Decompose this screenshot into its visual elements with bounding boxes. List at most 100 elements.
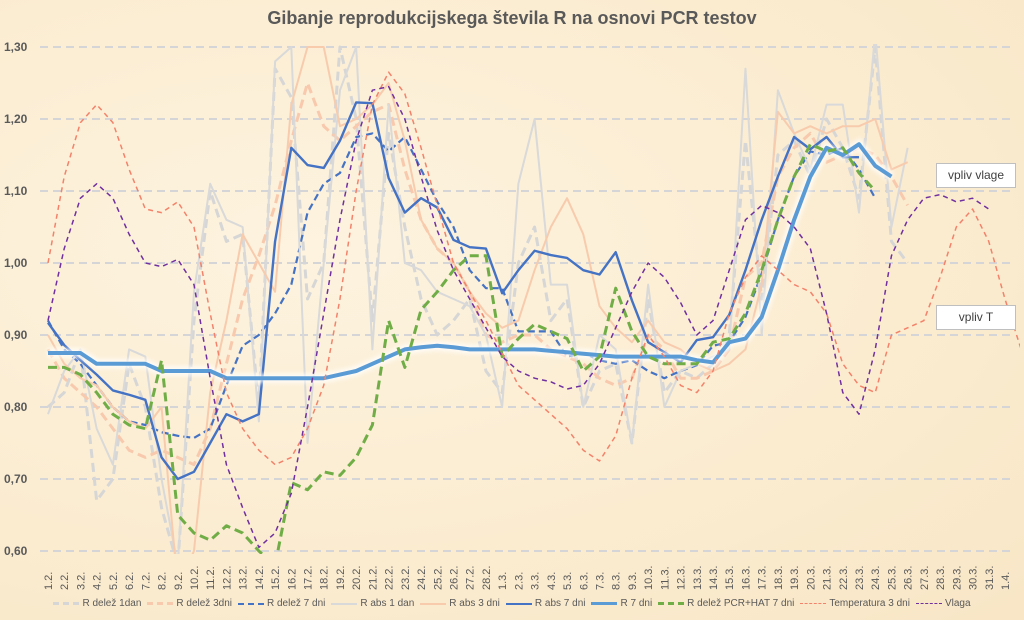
x-tick-label: 31.3.	[984, 566, 996, 590]
x-tick-label: 21.2.	[367, 566, 379, 590]
x-tick-label: 24.2.	[416, 566, 428, 590]
annotation-vpliv-t: vpliv T	[936, 305, 1016, 330]
x-tick-label: 14.2.	[254, 566, 266, 590]
legend-item-r-abs-7-dni: R abs 7 dni	[505, 598, 586, 609]
x-tick-label: 25.3.	[886, 566, 898, 590]
x-tick-label: 9.3.	[627, 572, 639, 590]
legend-label: Temperatura 3 dni	[829, 598, 910, 609]
x-tick-label: 17.2.	[303, 566, 315, 590]
x-tick-label: 16.2	[286, 569, 298, 590]
legend-swatch	[53, 602, 80, 605]
x-tick-label: 30.3.	[968, 566, 980, 590]
legend-swatch	[331, 602, 358, 605]
series-line-r-dele-1dan	[47, 45, 909, 554]
legend-swatch	[420, 602, 447, 605]
legend-label: R delež 3dni	[176, 598, 232, 609]
x-tick-label: 19.2.	[335, 566, 347, 590]
x-tick-label: 3.2.	[75, 572, 87, 590]
x-tick-label: 16.3.	[740, 566, 752, 590]
x-tick-label: 15.3.	[724, 566, 736, 590]
x-tick-label: 12.3.	[676, 566, 688, 590]
legend-label: Vlaga	[944, 598, 971, 609]
x-tick-label: 8.3.	[611, 572, 623, 590]
y-tick-label: 0,90	[4, 328, 28, 342]
legend-label: R delež PCR+HAT 7 dni	[687, 598, 795, 609]
legend-swatch	[505, 602, 532, 605]
x-tick-label: 20.2.	[351, 566, 363, 590]
legend-label: R abs 1 dan	[360, 598, 415, 609]
x-tick-label: 2.3.	[513, 572, 525, 590]
legend-item-r-abs-1-dan: R abs 1 dan	[331, 598, 414, 609]
x-tick-label: 18.3.	[773, 566, 785, 590]
legend-swatch	[147, 602, 174, 605]
x-tick-label: 27.2.	[465, 566, 477, 590]
y-tick-label: 1,00	[4, 256, 28, 270]
x-tick-label: 22.3.	[838, 566, 850, 590]
x-tick-label: 5.2.	[108, 572, 120, 590]
x-tick-label: 22.2.	[384, 566, 396, 590]
x-tick-label: 5.3.	[562, 572, 574, 590]
y-tick-label: 0,70	[4, 472, 28, 486]
x-tick-label: 1.3.	[497, 572, 509, 590]
x-tick-label: 6.2.	[124, 572, 136, 590]
x-tick-label: 12.2.	[221, 566, 233, 590]
series-line-r-dele-7-dni	[47, 132, 877, 440]
x-tick-label: 28.2.	[481, 566, 493, 590]
x-tick-label: 1.4.	[1000, 572, 1012, 590]
x-tick-label: 10.2.	[189, 566, 201, 590]
x-tick-label: 13.3.	[692, 566, 704, 590]
legend-label: R 7 dni	[620, 598, 653, 609]
x-tick-label: 6.3.	[578, 572, 590, 590]
legend-label: R abs 7 dni	[534, 598, 586, 609]
y-tick-label: 0,80	[4, 400, 28, 414]
x-tick-label: 14.3.	[708, 566, 720, 590]
series-line-temperatura-3-dni	[47, 71, 1020, 466]
x-tick-label: 15.2.	[270, 566, 282, 590]
series-line-r-dele-pcr-hat-7-dni	[48, 142, 877, 554]
y-tick-label: 1,30	[4, 40, 28, 54]
x-tick-label: 9.2.	[173, 572, 185, 590]
legend-item-r-abs-3-dni: R abs 3 dni	[420, 598, 500, 609]
y-tick-label: 1,20	[4, 112, 28, 126]
legend-label: R delež 7 dni	[266, 598, 326, 609]
x-tick-label: 28.3.	[935, 566, 947, 590]
legend-label: R abs 3 dni	[449, 598, 500, 609]
x-tick-label: 23.2.	[400, 566, 412, 590]
x-tick-label: 4.2.	[92, 572, 104, 590]
series-line-vlaga	[47, 85, 990, 549]
series-line-r-7-dni	[48, 142, 893, 381]
x-tick-label: 27.3.	[919, 566, 931, 590]
x-tick-label: 8.2.	[157, 572, 169, 590]
x-tick-label: 21.3.	[822, 566, 834, 590]
series-line-r-abs-1-dan	[47, 44, 909, 554]
x-tick-label: 11.2.	[205, 566, 217, 590]
legend-item-r-dele-7-dni: R delež 7 dni	[237, 598, 326, 609]
legend-item-r-7-dni: R 7 dni	[591, 598, 652, 609]
legend-swatch	[591, 602, 618, 605]
x-tick-label: 20.3.	[805, 566, 817, 590]
legend-item-r-dele-pcr-hat-7-dni: R delež PCR+HAT 7 dni	[658, 598, 794, 609]
x-tick-label: 7.2.	[140, 572, 152, 590]
x-tick-label: 29.3.	[951, 566, 963, 590]
x-tick-label: 1.2.	[43, 572, 55, 590]
legend-item-r-dele-3dni: R delež 3dni	[147, 598, 232, 609]
x-tick-label: 13.2.	[238, 566, 250, 590]
x-tick-label: 11.3.	[659, 566, 671, 590]
chart-title: Gibanje reprodukcijskega števila R na os…	[267, 8, 757, 28]
legend: R delež 1dan R delež 3dni R delež 7 dni R a…	[0, 598, 1024, 609]
legend-swatch	[237, 602, 264, 605]
x-tick-label: 10.3.	[643, 566, 655, 590]
annotation-vpliv-vlage: vpliv vlage	[936, 163, 1016, 188]
x-tick-label: 7.3.	[594, 572, 606, 590]
y-tick-label: 0,60	[4, 544, 28, 558]
legend-swatch	[658, 602, 685, 605]
x-tick-label: 3.3.	[530, 572, 542, 590]
x-tick-label: 4.3.	[546, 572, 558, 590]
x-tick-label: 26.3.	[903, 566, 915, 590]
legend-swatch	[915, 603, 942, 604]
legend-item-r-dele-1dan: R delež 1dan	[53, 598, 141, 609]
x-tick-label: 24.3.	[870, 566, 882, 590]
y-tick-label: 1,10	[4, 184, 28, 198]
x-tick-label: 18.2.	[319, 566, 331, 590]
